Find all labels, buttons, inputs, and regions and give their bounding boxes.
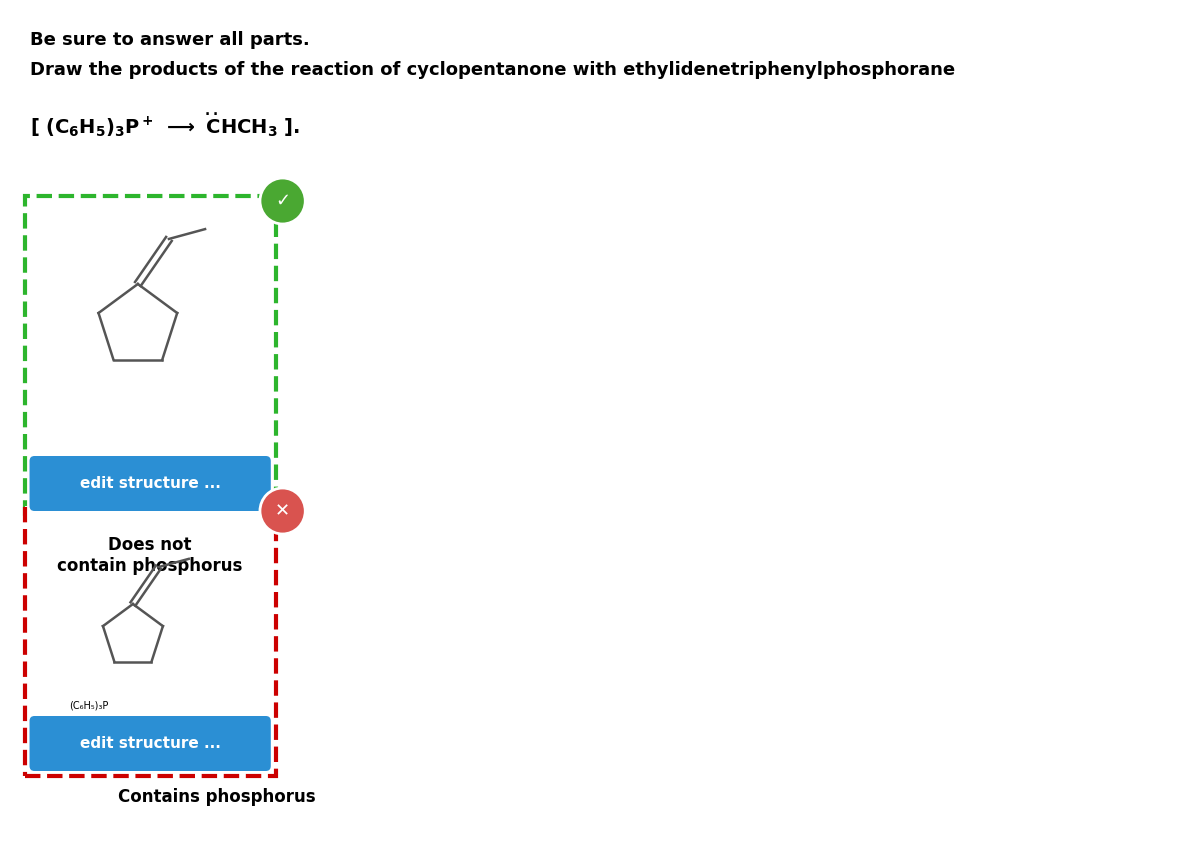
Circle shape bbox=[260, 178, 305, 224]
Text: ✓: ✓ bbox=[275, 192, 290, 210]
Circle shape bbox=[260, 488, 305, 534]
Text: edit structure ...: edit structure ... bbox=[79, 476, 221, 491]
Text: (C₆H₅)₃P: (C₆H₅)₃P bbox=[68, 701, 108, 711]
FancyBboxPatch shape bbox=[25, 506, 276, 776]
FancyBboxPatch shape bbox=[30, 716, 271, 771]
Text: Be sure to answer all parts.: Be sure to answer all parts. bbox=[30, 31, 310, 49]
Text: $\mathbf{[\ (C_6H_5)_3P^+\ \longrightarrow\ \overset{..}{C}HCH_3\ ].}$: $\mathbf{[\ (C_6H_5)_3P^+\ \longrightarr… bbox=[30, 111, 300, 139]
Text: Does not
contain phosphorus: Does not contain phosphorus bbox=[56, 536, 242, 575]
Text: Contains phosphorus: Contains phosphorus bbox=[118, 788, 316, 806]
Text: Draw the products of the reaction of cyclopentanone with ethylidenetriphenylphos: Draw the products of the reaction of cyc… bbox=[30, 61, 955, 79]
FancyBboxPatch shape bbox=[25, 196, 276, 516]
FancyBboxPatch shape bbox=[30, 456, 271, 511]
Text: ✕: ✕ bbox=[275, 502, 290, 520]
Text: edit structure ...: edit structure ... bbox=[79, 736, 221, 751]
